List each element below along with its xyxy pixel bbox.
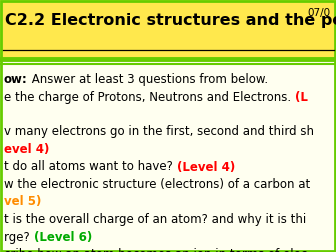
Text: 07/0: 07/0 [307,8,330,18]
Text: t is the overall charge of an atom? and why it is thi: t is the overall charge of an atom? and … [4,213,306,226]
Text: e the charge of Protons, Neutrons and Electrons.: e the charge of Protons, Neutrons and El… [4,90,295,104]
Text: t do all atoms want to have?: t do all atoms want to have? [4,161,177,173]
Text: (Level 4): (Level 4) [177,161,235,173]
Text: (L: (L [295,90,308,104]
Text: Answer at least 3 questions from below.: Answer at least 3 questions from below. [28,73,268,86]
Text: v many electrons go in the first, second and third sh: v many electrons go in the first, second… [4,125,314,139]
Bar [0,0,336,59]
Text: (Level 6): (Level 6) [34,231,92,243]
Text: vel 5): vel 5) [4,196,41,208]
Text: ow:: ow: [4,73,28,86]
Text: C2.2 Electronic structures and the periodic ta: C2.2 Electronic structures and the perio… [5,13,336,28]
Text: rge?: rge? [4,231,34,243]
Text: cribe how an atom becomes an ion in terms of elec: cribe how an atom becomes an ion in term… [4,248,307,252]
Bar [0,59,336,252]
Text: evel 4): evel 4) [4,143,49,156]
Text: w the electronic structure (electrons) of a carbon at: w the electronic structure (electrons) o… [4,178,310,191]
